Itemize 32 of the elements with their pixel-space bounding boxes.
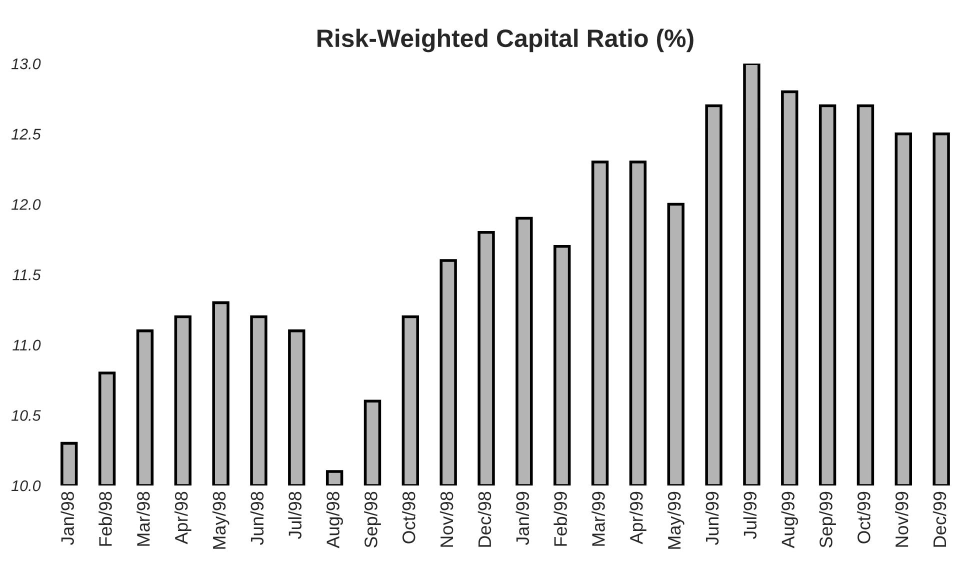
- x-tick-label: Sep/99: [819, 492, 836, 548]
- x-tick-label: Nov/98: [440, 492, 454, 547]
- x-tick-label: May/99: [667, 492, 684, 549]
- chart-title: Risk-Weighted Capital Ratio (%): [318, 28, 694, 52]
- x-tick-label: Mar/99: [592, 492, 605, 546]
- x-tick-label: Mar/98: [136, 492, 150, 546]
- y-tick-label: 10.0: [11, 480, 41, 492]
- y-tick-label: 12.5: [11, 128, 41, 140]
- x-tick-label: Jan/99: [516, 492, 530, 545]
- x-tick-label: Nov/99: [894, 492, 908, 547]
- x-tick-label: Aug/98: [326, 492, 343, 548]
- x-tick-label: Feb/98: [98, 492, 112, 546]
- x-tick-label: Aug/99: [781, 492, 798, 548]
- y-tick-label: 10.5: [11, 410, 41, 421]
- y-tick-label: 12.0: [11, 199, 41, 210]
- x-tick-label: Dec/99: [932, 492, 946, 547]
- x-tick-label: Oct/99: [857, 492, 870, 544]
- y-tick-label: 11.5: [12, 270, 41, 280]
- x-tick-label: Sep/98: [364, 492, 381, 548]
- y-tick-label: 11.0: [12, 340, 41, 351]
- x-tick-label: Jan/98: [60, 492, 74, 545]
- x-tick-label: Jun/99: [705, 492, 719, 545]
- x-tick-label: Jun/98: [250, 492, 264, 545]
- x-tick-label: Feb/99: [554, 492, 567, 546]
- x-tick-label: Jul/99: [743, 492, 757, 539]
- x-tick-label: May/98: [212, 492, 230, 549]
- x-tick-label: Jul/98: [288, 492, 302, 539]
- y-tick-label: 13.0: [11, 58, 41, 70]
- x-tick-label: Apr/99: [630, 492, 646, 544]
- x-tick-label: Apr/98: [174, 492, 192, 544]
- x-tick-label: Dec/98: [478, 492, 492, 547]
- x-tick-label: Oct/98: [402, 492, 416, 544]
